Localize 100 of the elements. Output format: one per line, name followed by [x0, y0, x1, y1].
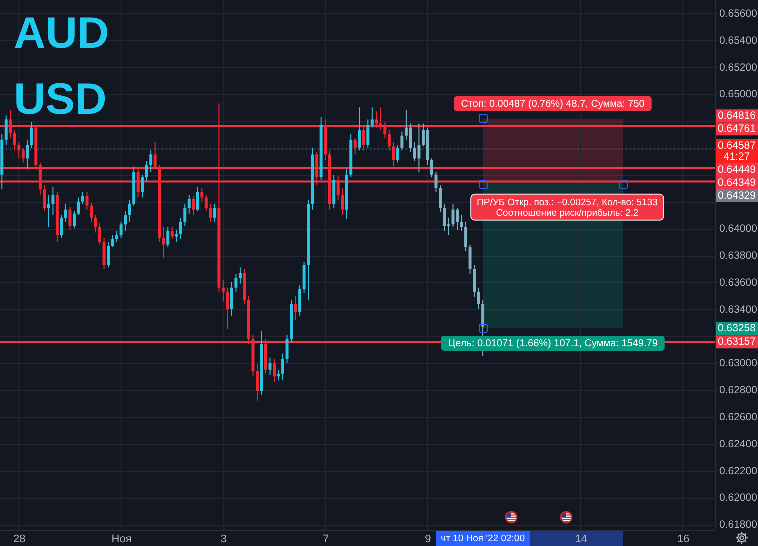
ref-line-label: 0.64761	[718, 123, 756, 136]
candlestick	[256, 364, 259, 402]
candlestick	[184, 204, 187, 226]
candlestick	[60, 214, 64, 239]
candlestick	[209, 204, 212, 222]
candlestick	[192, 196, 196, 216]
y-tick-label: 0.62000	[720, 492, 758, 504]
candlestick	[116, 230, 119, 243]
candlestick	[64, 204, 68, 222]
candlestick	[316, 152, 319, 186]
candlestick	[196, 186, 200, 212]
x-tick-label: 9	[425, 534, 432, 546]
candlestick	[154, 142, 157, 170]
candlestick	[72, 210, 76, 230]
candlestick	[400, 131, 404, 152]
candlestick	[460, 214, 464, 232]
y-tick-label: 0.64000	[720, 223, 758, 236]
candlestick	[77, 197, 80, 216]
candlestick	[226, 287, 230, 330]
candlestick	[277, 369, 280, 382]
candlestick	[473, 264, 476, 298]
y-tick-label: 0.63000	[720, 358, 758, 370]
band-label: Цель: 0.01071 (1.66%) 107.1, Сумма: 1549.79	[448, 338, 658, 350]
candlestick	[388, 130, 391, 152]
candlestick	[102, 238, 106, 270]
y-tick-label: 0.62600	[720, 412, 758, 424]
y-tick-label: 0.62800	[720, 384, 758, 397]
candlestick	[98, 222, 102, 246]
candlestick	[336, 176, 340, 201]
candlestick	[379, 107, 382, 131]
candlestick	[392, 142, 396, 168]
candlestick	[26, 139, 30, 170]
y-tick-label: 0.65000	[720, 88, 758, 101]
candlestick	[170, 226, 174, 240]
candlestick	[222, 279, 225, 302]
candlestick	[238, 267, 242, 284]
candlestick	[141, 174, 144, 198]
candlestick	[434, 172, 438, 193]
candlestick	[90, 202, 93, 222]
candlestick	[234, 274, 238, 292]
candlestick	[298, 284, 302, 317]
candlestick	[52, 186, 55, 216]
candlestick	[418, 123, 421, 173]
candlestick	[166, 226, 170, 248]
text: чт 10 Ноя '22 02:00	[441, 534, 525, 544]
candlestick	[413, 142, 416, 162]
candlestick	[366, 119, 370, 148]
x-tick-label: 7	[323, 534, 330, 546]
y-tick-label: 0.62400	[720, 438, 758, 450]
candlestick	[179, 217, 182, 240]
band-label: Стоп: 0.00487 (0.76%) 48.7, Сумма: 750	[461, 98, 646, 110]
ref-line-label: 0.64587 41:27	[718, 140, 756, 164]
candlestick	[68, 206, 72, 231]
candlestick	[370, 107, 374, 128]
candlestick	[188, 194, 191, 214]
candlestick	[273, 358, 276, 383]
candlestick	[145, 160, 148, 182]
text: AUD USD	[14, 9, 110, 124]
candlestick	[162, 226, 166, 259]
candlestick	[136, 168, 140, 198]
candlestick	[294, 295, 298, 321]
candlestick	[204, 194, 208, 212]
candlestick	[150, 150, 153, 173]
candlestick	[282, 353, 285, 382]
y-tick-label: 0.63400	[720, 304, 758, 316]
text: 0.63258	[718, 322, 756, 334]
x-tick-label: 16	[677, 534, 690, 546]
candlestick	[354, 138, 357, 156]
y-tick-label: 0.65200	[720, 62, 758, 74]
x-tick-label: 14	[575, 534, 588, 546]
candlestick	[468, 244, 472, 275]
candlestick	[22, 147, 25, 164]
x-tick-label: Ноя	[112, 534, 132, 546]
candlestick	[200, 188, 204, 202]
candlestick	[124, 210, 128, 232]
ref-line-label: 0.64349	[718, 177, 756, 190]
candlestick	[439, 185, 442, 214]
y-tick-label: 0.65400	[720, 34, 758, 47]
candlestick	[213, 204, 216, 222]
candlestick	[120, 221, 123, 239]
candlestick	[82, 192, 84, 205]
y-tick-label: 0.62200	[720, 465, 758, 478]
candlestick	[477, 287, 480, 310]
text: 0.64329	[718, 190, 756, 202]
candlestick	[286, 334, 289, 364]
y-tick-label: 0.63800	[720, 250, 758, 262]
y-tick-label: 0.65600	[720, 8, 758, 20]
candlestick	[30, 122, 34, 148]
candlestick	[9, 110, 12, 140]
candlestick	[230, 282, 234, 317]
candlestick	[375, 111, 378, 128]
y-tick-label: 0.61800	[720, 519, 758, 532]
candlestick	[430, 158, 434, 178]
candlestick	[18, 142, 21, 160]
candlestick	[409, 123, 412, 153]
candlestick	[43, 185, 46, 212]
candlestick	[464, 221, 468, 252]
candlestick	[396, 144, 400, 164]
candlestick	[13, 130, 16, 152]
candlestick	[111, 234, 114, 248]
